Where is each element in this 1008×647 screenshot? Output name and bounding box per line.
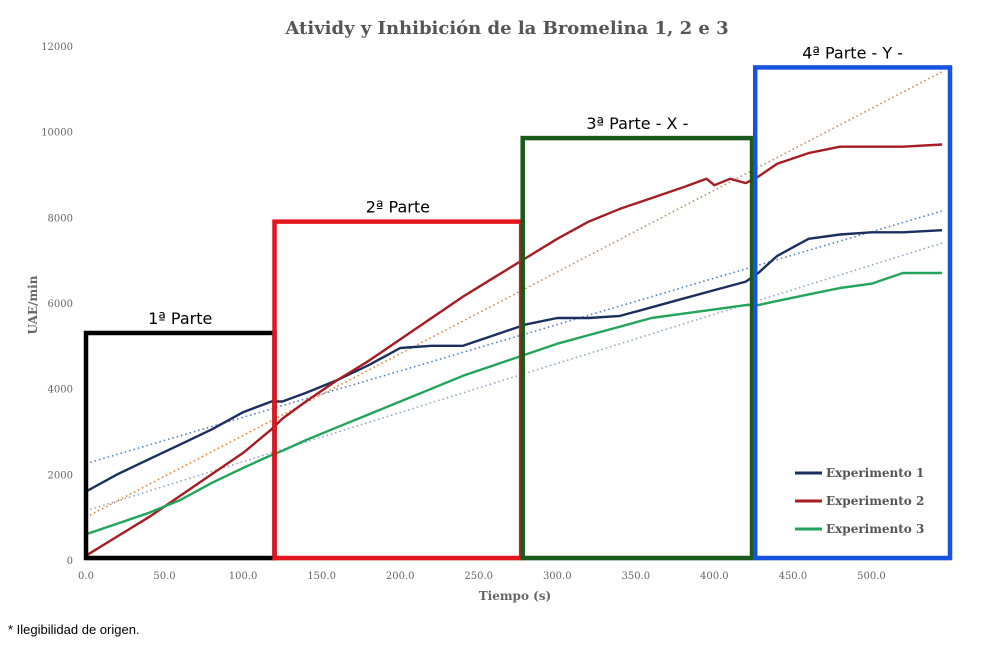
legend-label-1: Experimento 1	[826, 466, 924, 480]
footnote: * Ilegibilidad de origen.	[8, 622, 140, 637]
trendlines	[85, 70, 943, 518]
x-tick-label: 350.0	[621, 571, 650, 582]
legend-label-2: Experimento 2	[826, 494, 924, 508]
series-line-2	[85, 143, 943, 557]
region-boxes: 1ª Parte 2ª Parte 3ª Parte - X - 4ª Parte -…	[83, 43, 953, 561]
region-box-3	[520, 135, 755, 561]
x-tick-label: 450.0	[779, 571, 808, 582]
legend: Experimento 1 Experimento 2 Experimento 3	[795, 466, 924, 536]
x-tick-label: 500.0	[857, 571, 886, 582]
region-label-3: 3ª Parte - X -	[586, 114, 688, 133]
x-tick-label: 250.0	[464, 571, 493, 582]
region-label-2: 2ª Parte	[366, 198, 430, 217]
region-box-4	[752, 65, 953, 561]
y-tick-label: 4000	[48, 385, 73, 396]
y-tick-label: 8000	[48, 213, 73, 224]
trendline	[85, 70, 943, 518]
x-axis-ticks: 0.0 50.0 100.0 150.0 200.0 250.0 300.0 350.0 400…	[78, 571, 886, 582]
y-tick-label: 2000	[48, 470, 73, 481]
series-line-1	[85, 229, 943, 493]
region-label-4: 4ª Parte - Y -	[802, 43, 903, 62]
y-axis-label: UAE/min	[26, 275, 40, 334]
y-axis-ticks: 0 2000 4000 6000 8000 10000 12000	[41, 42, 73, 567]
x-tick-label: 400.0	[700, 571, 729, 582]
y-tick-label: 10000	[41, 128, 73, 139]
series-line-3	[85, 271, 943, 536]
y-tick-label: 0	[67, 556, 73, 567]
chart-title: Atividy y Inhibición de la Bromelina 1, …	[284, 18, 728, 39]
region-label-1: 1ª Parte	[148, 309, 212, 328]
legend-label-3: Experimento 3	[826, 522, 924, 536]
chart: Atividy y Inhibición de la Bromelina 1, …	[26, 18, 953, 603]
x-tick-label: 0.0	[78, 571, 94, 582]
series-lines	[85, 143, 943, 557]
x-tick-label: 100.0	[229, 571, 258, 582]
x-tick-label: 300.0	[543, 571, 572, 582]
y-tick-label: 6000	[48, 299, 73, 310]
trendline	[85, 210, 943, 465]
x-tick-label: 200.0	[386, 571, 415, 582]
trendline	[85, 242, 943, 512]
x-tick-label: 150.0	[307, 571, 336, 582]
x-axis-label: Tiempo (s)	[479, 589, 552, 603]
y-tick-label: 12000	[41, 42, 73, 53]
x-tick-label: 50.0	[153, 571, 175, 582]
